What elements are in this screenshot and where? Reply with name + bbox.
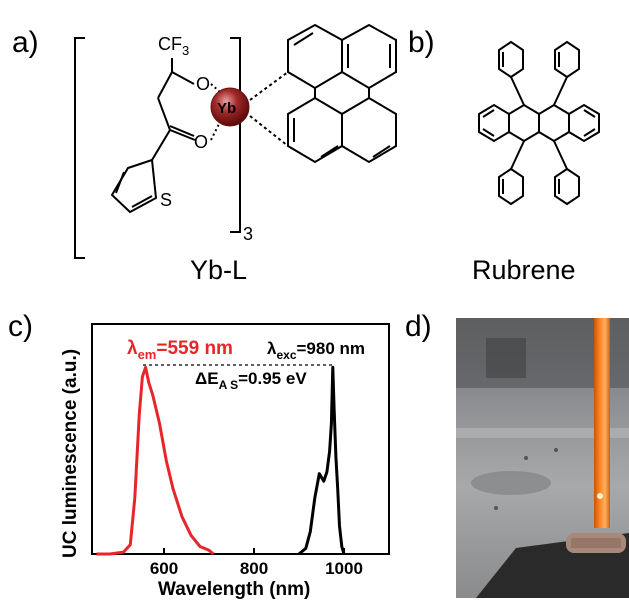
right-bracket	[230, 37, 241, 233]
ytterbium-atom	[210, 87, 250, 127]
caption-yb-l: Yb-L	[190, 255, 248, 285]
series-group	[96, 365, 346, 556]
rubrene-structure	[478, 40, 600, 206]
series-line-1	[96, 365, 215, 556]
yb-label: Yb	[217, 100, 236, 117]
pyrene-ligand	[287, 23, 397, 164]
series-line-2	[298, 365, 346, 556]
panel-label-b: b)	[408, 26, 435, 59]
oxygen-upper: O	[196, 74, 210, 94]
plot-frame	[91, 323, 390, 555]
x-axis-title: Wavelength (nm)	[158, 579, 310, 600]
x-tick-label: 1000	[325, 559, 363, 578]
y-axis-title: UC luminescence (a.u.)	[60, 349, 81, 558]
experiment-photo	[456, 318, 629, 598]
bracket-subscript: 3	[243, 224, 253, 244]
panel-label-c: c)	[8, 310, 33, 343]
sulfur-label: S	[160, 190, 172, 210]
x-tick-label: 600	[150, 559, 178, 578]
uc-luminescence-chart: 600 800 1000 λem=559 nm λexc=980 nm ΔEA S=…	[60, 323, 390, 600]
cf3-label: CF3	[158, 34, 189, 58]
excitation-annotation: λexc=980 nm	[267, 339, 365, 362]
energy-gap-annotation: ΔEA S=0.95 eV	[195, 369, 307, 392]
panel-label-a: a)	[12, 26, 39, 59]
x-tick-label: 800	[240, 559, 268, 578]
emission-annotation: λem=559 nm	[127, 338, 233, 362]
left-bracket	[74, 37, 85, 259]
x-ticks: 600 800 1000	[150, 548, 363, 578]
yb-complex-structure: CF3 O O S 3 Yb	[74, 23, 397, 259]
panel-label-d: d)	[405, 310, 432, 343]
caption-rubrene: Rubrene	[472, 255, 576, 285]
oxygen-lower: O	[194, 132, 208, 152]
